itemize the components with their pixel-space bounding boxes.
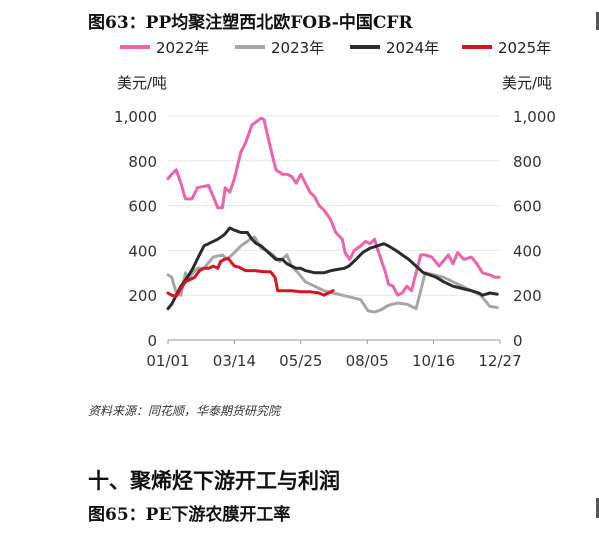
series-line-2025年 bbox=[166, 256, 335, 298]
y-tick-label-left: 600 bbox=[128, 198, 157, 216]
legend-item: 2023年 bbox=[235, 39, 324, 57]
line-chart: 2022年 2023年 2024年 2025年 美元/吨 美元/吨 0 200 400 60… bbox=[114, 39, 556, 370]
series-line-2024年 bbox=[166, 226, 499, 311]
series-line-2022年 bbox=[166, 116, 501, 297]
legend-item: 2024年 bbox=[350, 39, 439, 57]
y-tick-label-right: 400 bbox=[513, 242, 542, 260]
x-tick-label: 08/05 bbox=[346, 352, 389, 370]
y-tick-label-right: 600 bbox=[513, 198, 542, 216]
y-tick-label-left: 200 bbox=[128, 287, 157, 305]
right-edge-mark-bottom bbox=[596, 498, 599, 518]
y-tick-label-left: 400 bbox=[128, 242, 157, 260]
legend-label: 2025年 bbox=[498, 39, 551, 57]
series-line-2023年 bbox=[166, 235, 499, 314]
y-tick-label-right: 200 bbox=[513, 287, 542, 305]
chart-legend: 2022年 2023年 2024年 2025年 bbox=[120, 39, 551, 57]
y-axis-left: 0 200 400 600 800 1,000 bbox=[114, 108, 157, 350]
y-axis-label-left: 美元/吨 bbox=[117, 74, 167, 92]
x-tick-label: 03/14 bbox=[213, 352, 256, 370]
y-tick-label-left: 800 bbox=[128, 153, 157, 171]
x-tick-label: 10/16 bbox=[412, 352, 455, 370]
y-tick-label-left: 1,000 bbox=[114, 108, 157, 126]
legend-item: 2025年 bbox=[462, 39, 551, 57]
y-tick-label-left: 0 bbox=[147, 332, 157, 350]
section-heading: 十、聚烯烃下游开工与利润 bbox=[88, 469, 340, 493]
x-tick-label: 12/27 bbox=[478, 352, 521, 370]
legend-label: 2023年 bbox=[271, 39, 324, 57]
y-tick-label-right: 800 bbox=[513, 153, 542, 171]
figure-title: 图63：PP均聚注塑西北欧FOB-中国CFR bbox=[88, 13, 413, 33]
legend-label: 2022年 bbox=[156, 39, 209, 57]
y-tick-label-right: 0 bbox=[513, 332, 523, 350]
x-tick-label: 05/25 bbox=[279, 352, 322, 370]
right-edge-mark-top bbox=[596, 12, 599, 30]
series-lines bbox=[166, 116, 501, 314]
x-tick-label: 01/01 bbox=[146, 352, 189, 370]
y-axis-label-right: 美元/吨 bbox=[502, 74, 552, 92]
source-note: 资料来源：同花顺，华泰期货研究院 bbox=[88, 404, 281, 418]
next-figure-title: 图65：PE下游农膜开工率 bbox=[88, 505, 291, 525]
y-tick-label-right: 1,000 bbox=[513, 108, 556, 126]
x-axis: 01/01 03/14 05/25 08/05 10/16 12/27 bbox=[146, 340, 522, 370]
y-axis-right: 0 200 400 600 800 1,000 bbox=[513, 108, 556, 350]
legend-label: 2024年 bbox=[386, 39, 439, 57]
legend-item: 2022年 bbox=[120, 39, 209, 57]
